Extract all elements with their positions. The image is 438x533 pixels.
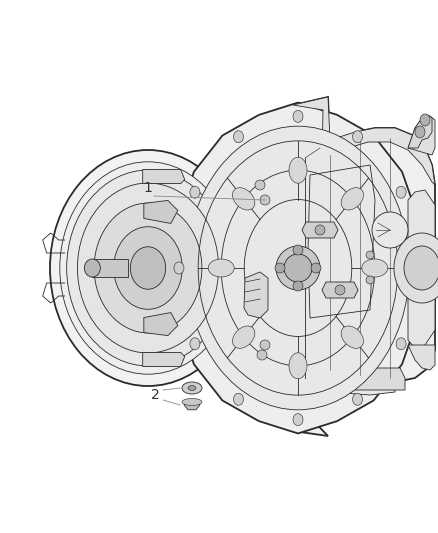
Ellipse shape [85, 259, 100, 277]
Polygon shape [168, 102, 428, 433]
Ellipse shape [67, 170, 230, 366]
Ellipse shape [190, 186, 200, 198]
Polygon shape [293, 97, 435, 185]
Ellipse shape [362, 259, 388, 277]
Polygon shape [250, 355, 395, 395]
Ellipse shape [372, 212, 408, 248]
Ellipse shape [276, 246, 320, 290]
Ellipse shape [394, 233, 438, 303]
Polygon shape [144, 312, 178, 336]
Ellipse shape [260, 195, 270, 205]
Ellipse shape [190, 338, 200, 350]
Ellipse shape [174, 262, 184, 274]
Polygon shape [184, 400, 200, 410]
Ellipse shape [335, 285, 345, 295]
Ellipse shape [208, 259, 234, 277]
Ellipse shape [341, 188, 364, 210]
Ellipse shape [188, 385, 196, 391]
Polygon shape [408, 190, 435, 348]
Ellipse shape [293, 110, 303, 123]
Ellipse shape [341, 326, 364, 349]
Ellipse shape [289, 353, 307, 379]
Ellipse shape [404, 246, 438, 290]
Ellipse shape [293, 414, 303, 425]
Ellipse shape [366, 276, 374, 284]
Ellipse shape [293, 245, 303, 255]
Polygon shape [143, 352, 185, 367]
Ellipse shape [415, 126, 425, 138]
Polygon shape [302, 222, 338, 238]
Polygon shape [143, 169, 185, 183]
Polygon shape [408, 116, 435, 155]
Ellipse shape [396, 186, 406, 198]
Ellipse shape [353, 393, 363, 405]
Ellipse shape [114, 227, 182, 309]
Polygon shape [408, 115, 432, 148]
Ellipse shape [260, 340, 270, 350]
Ellipse shape [233, 393, 244, 405]
Ellipse shape [396, 338, 406, 350]
Ellipse shape [94, 203, 202, 333]
Text: 2: 2 [151, 388, 159, 402]
Ellipse shape [78, 183, 219, 353]
Ellipse shape [366, 251, 374, 259]
Ellipse shape [182, 382, 202, 394]
Polygon shape [92, 259, 128, 277]
Polygon shape [240, 368, 405, 390]
Ellipse shape [131, 247, 166, 289]
Ellipse shape [311, 263, 321, 273]
Ellipse shape [233, 131, 244, 143]
Ellipse shape [289, 157, 307, 183]
Polygon shape [322, 282, 358, 298]
Ellipse shape [233, 188, 255, 210]
Polygon shape [408, 345, 435, 370]
Ellipse shape [233, 326, 255, 349]
Polygon shape [144, 200, 178, 223]
Ellipse shape [50, 150, 246, 386]
Ellipse shape [353, 131, 363, 143]
Ellipse shape [412, 262, 422, 274]
Ellipse shape [257, 350, 267, 360]
Ellipse shape [315, 225, 325, 235]
Ellipse shape [284, 254, 312, 282]
Text: 1: 1 [144, 181, 152, 195]
Ellipse shape [420, 114, 430, 126]
Ellipse shape [187, 126, 410, 410]
Polygon shape [244, 272, 268, 318]
Ellipse shape [182, 399, 202, 406]
Ellipse shape [60, 162, 236, 374]
Ellipse shape [255, 180, 265, 190]
Ellipse shape [293, 281, 303, 291]
Polygon shape [250, 97, 435, 436]
Ellipse shape [275, 263, 285, 273]
